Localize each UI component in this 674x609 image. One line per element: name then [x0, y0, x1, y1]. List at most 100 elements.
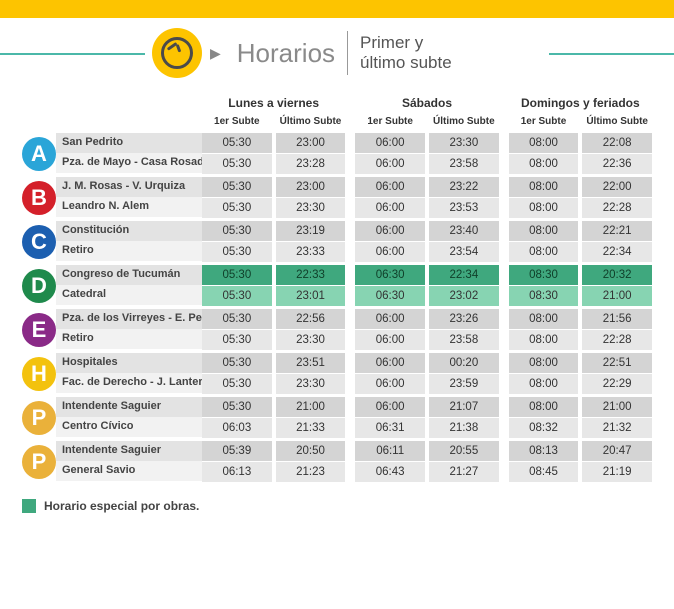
time-stack: 21:5622:28 — [582, 309, 652, 350]
time-stack: 23:3023:58 — [429, 133, 499, 174]
time-cell: 08:00 — [509, 309, 579, 329]
time-cell: 22:33 — [276, 265, 346, 285]
time-cell: 08:00 — [509, 397, 579, 417]
day-group-header: Sábados1er SubteÚltimo Subte — [355, 96, 498, 133]
day-label: Sábados — [355, 96, 498, 114]
day-times: 06:0006:0023:2223:53 — [355, 177, 498, 218]
day-group-header: Domingos y feriados1er SubteÚltimo Subte — [509, 96, 652, 133]
day-times: 08:1308:4520:4721:19 — [509, 441, 652, 482]
time-cell: 21:38 — [429, 418, 499, 438]
line-row: PIntendente SaguierCentro Cívico05:3006:… — [22, 397, 652, 438]
time-stack: 22:3323:01 — [276, 265, 346, 306]
stations-column: HospitalesFac. de Derecho - J. Lanteri — [56, 353, 202, 394]
station-name: Fac. de Derecho - J. Lanteri — [56, 373, 202, 393]
time-cell: 21:23 — [276, 462, 346, 482]
time-cell: 05:30 — [202, 133, 272, 153]
day-times: 08:0008:3221:0021:32 — [509, 397, 652, 438]
time-cell: 21:56 — [582, 309, 652, 329]
page-title: Horarios — [237, 38, 335, 69]
times-column: 05:3005:3023:1923:3306:0006:0023:4023:54… — [202, 221, 652, 262]
time-stack: 23:2623:58 — [429, 309, 499, 350]
time-cell: 06:00 — [355, 330, 425, 350]
stations-column: San PedritoPza. de Mayo - Casa Rosada — [56, 133, 202, 174]
day-label: Lunes a viernes — [202, 96, 345, 114]
sub-label: 1er Subte — [202, 114, 272, 133]
time-stack: 05:3005:30 — [202, 353, 272, 394]
header-divider — [347, 31, 348, 75]
time-cell: 06:00 — [355, 353, 425, 373]
time-stack: 00:2023:59 — [429, 353, 499, 394]
time-cell: 23:58 — [429, 330, 499, 350]
time-cell: 05:30 — [202, 374, 272, 394]
time-stack: 06:1106:43 — [355, 441, 425, 482]
time-cell: 22:51 — [582, 353, 652, 373]
day-times: 08:0008:0022:0822:36 — [509, 133, 652, 174]
station-name: Centro Cívico — [56, 417, 202, 437]
time-cell: 23:19 — [276, 221, 346, 241]
times-column: 05:3906:1320:5021:2306:1106:4320:5521:27… — [202, 441, 652, 482]
time-cell: 21:00 — [276, 397, 346, 417]
station-name: General Savio — [56, 461, 202, 481]
top-accent-bar — [0, 0, 674, 18]
time-cell: 23:26 — [429, 309, 499, 329]
time-stack: 08:0008:00 — [509, 353, 579, 394]
time-cell: 08:00 — [509, 353, 579, 373]
time-cell: 23:30 — [429, 133, 499, 153]
time-cell: 21:00 — [582, 397, 652, 417]
time-cell: 23:33 — [276, 242, 346, 262]
day-times: 05:3906:1320:5021:23 — [202, 441, 345, 482]
time-stack: 06:0006:00 — [355, 221, 425, 262]
line-row: ASan PedritoPza. de Mayo - Casa Rosada05… — [22, 133, 652, 174]
time-cell: 08:30 — [509, 286, 579, 306]
line-badge: E — [22, 313, 56, 347]
station-name: Pza. de los Virreyes - E. Perón — [56, 309, 202, 329]
header: ▶ Horarios Primer y último subte — [0, 18, 674, 88]
time-cell: 21:07 — [429, 397, 499, 417]
time-cell: 08:30 — [509, 265, 579, 285]
line-row: PIntendente SaguierGeneral Savio05:3906:… — [22, 441, 652, 482]
time-cell: 08:00 — [509, 242, 579, 262]
time-cell: 06:00 — [355, 133, 425, 153]
legend: Horario especial por obras. — [0, 491, 674, 527]
line-badge: P — [22, 401, 56, 435]
time-cell: 22:00 — [582, 177, 652, 197]
line-row: DCongreso de TucumánCatedral05:3005:3022… — [22, 265, 652, 306]
time-cell: 08:00 — [509, 154, 579, 174]
time-stack: 23:0023:28 — [276, 133, 346, 174]
sub-label: 1er Subte — [355, 114, 425, 133]
time-cell: 21:33 — [276, 418, 346, 438]
times-column: 05:3006:0321:0021:3306:0006:3121:0721:38… — [202, 397, 652, 438]
time-cell: 05:30 — [202, 286, 272, 306]
time-cell: 23:30 — [276, 330, 346, 350]
time-cell: 00:20 — [429, 353, 499, 373]
time-cell: 20:47 — [582, 441, 652, 461]
schedule-table: Lunes a viernes1er SubteÚltimo SubteSába… — [0, 88, 674, 491]
station-name: Catedral — [56, 285, 202, 305]
sub-label: Último Subte — [276, 114, 346, 133]
column-headers: Lunes a viernes1er SubteÚltimo SubteSába… — [202, 96, 652, 133]
day-times: 06:1106:4320:5521:27 — [355, 441, 498, 482]
time-cell: 23:59 — [429, 374, 499, 394]
time-stack: 08:0008:00 — [509, 177, 579, 218]
day-times: 08:3008:3020:3221:00 — [509, 265, 652, 306]
time-cell: 05:30 — [202, 154, 272, 174]
line-badge: P — [22, 445, 56, 479]
time-stack: 08:0008:00 — [509, 221, 579, 262]
time-cell: 08:00 — [509, 133, 579, 153]
stations-column: Congreso de TucumánCatedral — [56, 265, 202, 306]
time-cell: 21:32 — [582, 418, 652, 438]
time-cell: 23:53 — [429, 198, 499, 218]
time-cell: 23:40 — [429, 221, 499, 241]
line-badge: H — [22, 357, 56, 391]
time-cell: 08:00 — [509, 177, 579, 197]
day-times: 08:0008:0022:5122:29 — [509, 353, 652, 394]
day-times: 05:3006:0321:0021:33 — [202, 397, 345, 438]
station-name: Retiro — [56, 329, 202, 349]
time-cell: 22:21 — [582, 221, 652, 241]
time-stack: 22:5623:30 — [276, 309, 346, 350]
time-cell: 23:22 — [429, 177, 499, 197]
sub-label: Último Subte — [429, 114, 499, 133]
day-times: 06:0006:0023:3023:58 — [355, 133, 498, 174]
line-row: CConstituciónRetiro05:3005:3023:1923:330… — [22, 221, 652, 262]
legend-text: Horario especial por obras. — [44, 499, 199, 513]
